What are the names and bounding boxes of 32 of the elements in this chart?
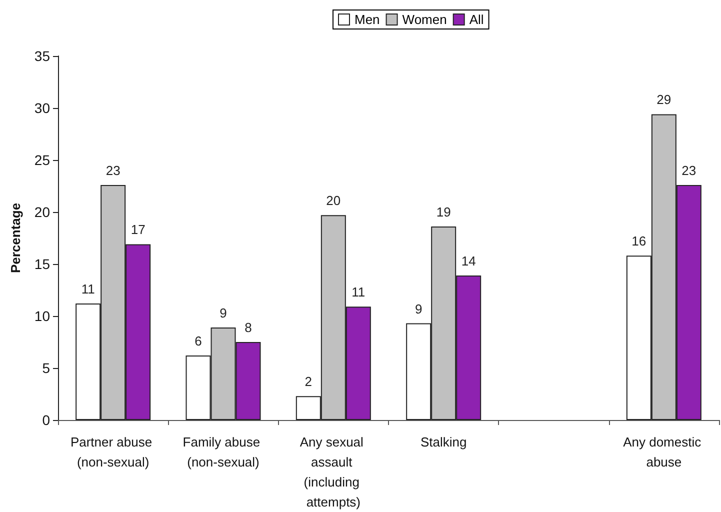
legend-label: All xyxy=(469,12,484,27)
y-tick-label: 30 xyxy=(34,100,50,116)
data-label: 8 xyxy=(244,320,252,335)
y-tick-label: 5 xyxy=(42,360,50,376)
data-label: 29 xyxy=(656,92,672,108)
data-label: 6 xyxy=(194,334,202,349)
data-label: 11 xyxy=(352,284,366,300)
y-tick-label: 10 xyxy=(34,308,50,324)
data-label: 20 xyxy=(326,193,341,208)
data-label: 9 xyxy=(414,301,422,316)
data-label: 16 xyxy=(632,234,646,249)
y-tick-label: 0 xyxy=(42,412,50,428)
x-tick-label: Any domestic abuse xyxy=(623,434,705,470)
x-tick-label: Family abuse (non-sexual) xyxy=(182,434,264,470)
y-axis-title: Percentage xyxy=(8,202,23,274)
y-tick-label: 20 xyxy=(34,204,50,220)
legend-label: Men xyxy=(354,12,380,27)
legend-label: Women xyxy=(402,12,447,27)
y-tick-label: 15 xyxy=(34,256,50,272)
data-label: 14 xyxy=(461,253,476,268)
data-label: 19 xyxy=(436,204,451,220)
x-tick-label: Partner abuse (non-sexual) xyxy=(70,434,156,470)
data-label: 2 xyxy=(304,374,312,390)
y-tick-label: 35 xyxy=(34,48,50,64)
y-tick-label: 25 xyxy=(34,152,50,168)
data-label: 9 xyxy=(220,305,227,320)
data-label: 11 xyxy=(81,282,95,297)
data-label: 17 xyxy=(130,222,146,238)
x-tick-label: Stalking xyxy=(420,434,467,450)
data-label: 23 xyxy=(682,162,696,178)
data-label: 23 xyxy=(106,162,120,178)
x-tick-label: Any sexual assault (including attempts) xyxy=(300,434,368,510)
